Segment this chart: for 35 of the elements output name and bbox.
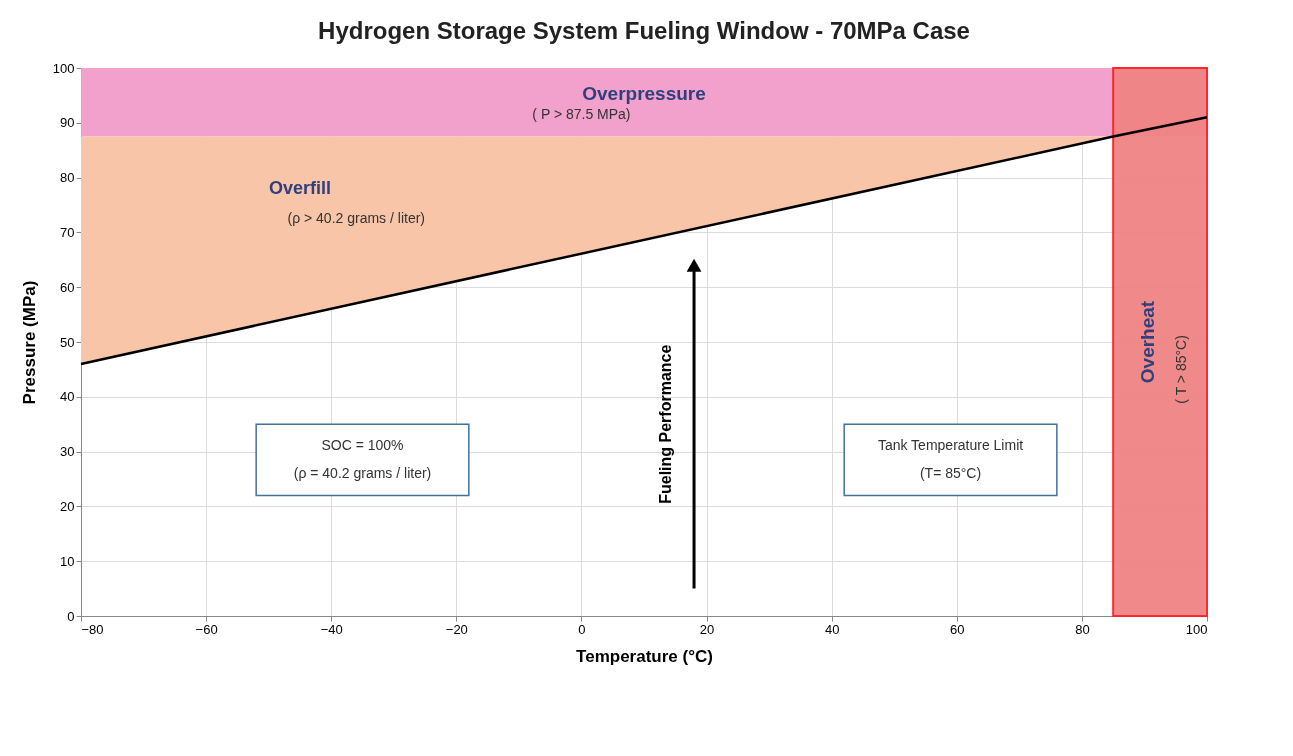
band-label: Overheat	[1136, 300, 1158, 384]
y-tick-label: 70	[60, 224, 75, 240]
annotation: Tank Temperature Limit	[877, 437, 1024, 454]
annotation: Overfill	[268, 177, 331, 198]
y-tick-label: 40	[60, 389, 75, 405]
x-tick-label: 100	[1185, 621, 1208, 637]
y-tick-label: 10	[60, 553, 75, 569]
y-tick-label: 90	[60, 115, 75, 131]
annotation: SOC = 100%	[321, 437, 404, 454]
annotation: (ρ > 40.2 grams / liter)	[287, 209, 425, 226]
x-tick-label: 20	[699, 621, 715, 637]
y-axis-title: Pressure (MPa)	[19, 280, 39, 405]
x-tick-label: 0	[578, 621, 586, 637]
y-tick-label: 20	[60, 498, 75, 514]
y-tick-label: 50	[60, 334, 75, 350]
annotation: Fueling Performance	[656, 344, 674, 504]
y-tick-label: 30	[60, 444, 75, 460]
annotation: ( T > 85°C)	[1172, 335, 1189, 404]
y-tick-label: 0	[67, 608, 75, 624]
annotation: ( P > 87.5 MPa)	[532, 105, 631, 122]
y-tick-label: 100	[52, 60, 75, 76]
annotation: (ρ = 40.2 grams / liter)	[293, 464, 432, 481]
x-tick-label: 80	[1075, 621, 1090, 637]
x-tick-label: −60	[195, 621, 218, 637]
band-label: Overpressure	[582, 83, 706, 105]
x-axis-title: Temperature (°C)	[576, 646, 713, 666]
x-tick-label: 60	[950, 621, 965, 637]
y-tick-label: 60	[60, 279, 75, 295]
chart-title: Hydrogen Storage System Fueling Window - 70MPa Case	[318, 17, 970, 44]
x-tick-label: −40	[320, 621, 343, 637]
x-tick-label: 40	[824, 621, 840, 637]
x-tick-label: −20	[445, 621, 468, 637]
x-tick-label: −80	[81, 621, 104, 637]
annotation: (T= 85°C)	[919, 464, 982, 481]
y-tick-label: 80	[60, 170, 75, 186]
